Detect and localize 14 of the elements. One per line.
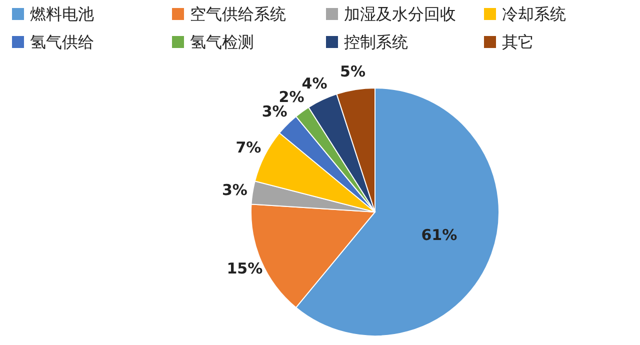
data-label: 15% [226,259,263,278]
data-label: 4% [302,74,328,93]
legend-label: 加湿及水分回收 [344,4,456,24]
legend-label: 氢气检测 [190,32,254,52]
legend-label: 空气供给系统 [190,4,286,24]
legend-label: 控制系统 [344,32,408,52]
data-label: 61% [421,226,458,244]
data-label: 5% [340,62,366,81]
legend-label: 燃料电池 [30,4,94,24]
data-label: 7% [236,138,262,157]
legend-label: 氢气供给 [30,32,94,52]
data-label: 3% [222,180,248,199]
legend-label: 冷却系统 [502,4,566,24]
legend-label: 其它 [502,32,534,52]
